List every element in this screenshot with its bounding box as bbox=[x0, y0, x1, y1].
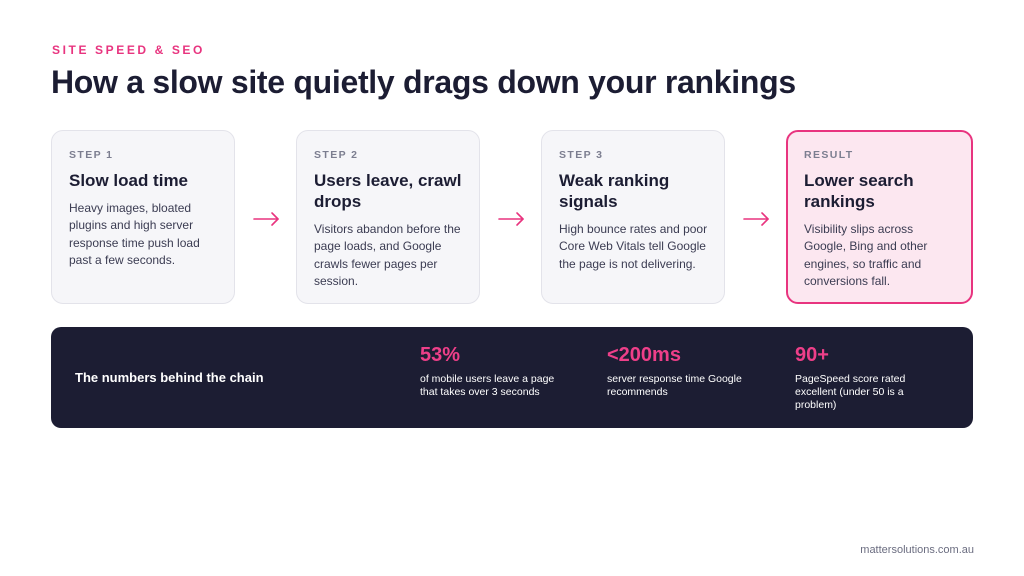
stat-description: of mobile users leave a page that takes … bbox=[420, 373, 555, 398]
stat-item: 90+ PageSpeed score rated excellent (und… bbox=[795, 343, 925, 412]
eyebrow-label: SITE SPEED & SEO bbox=[52, 43, 205, 57]
arrow-right-icon bbox=[743, 212, 769, 226]
result-label: RESULT bbox=[804, 149, 854, 161]
step-card-3: STEP 3 Weak ranking signals High bounce … bbox=[541, 130, 725, 304]
step-label: STEP 2 bbox=[314, 149, 359, 161]
arrow-right-icon bbox=[498, 212, 524, 226]
stats-panel: The numbers behind the chain 53% of mobi… bbox=[51, 327, 973, 428]
stats-title: The numbers behind the chain bbox=[75, 370, 264, 385]
arrow-right-icon bbox=[253, 212, 279, 226]
step-heading: Slow load time bbox=[69, 171, 189, 190]
page-title: How a slow site quietly drags down your … bbox=[51, 64, 796, 100]
stat-description: server response time Google recommends bbox=[607, 373, 742, 398]
step-heading: Users leave, crawl drops bbox=[314, 171, 462, 211]
stat-value: 53% bbox=[420, 344, 461, 366]
result-heading: Lower search rankings bbox=[804, 171, 914, 211]
stat-description: PageSpeed score rated excellent (under 5… bbox=[795, 373, 906, 411]
step-heading: Weak ranking signals bbox=[559, 171, 670, 211]
step-label: STEP 3 bbox=[559, 149, 604, 161]
step-description: Visitors abandon before the page loads, … bbox=[314, 222, 461, 289]
stat-value: <200ms bbox=[607, 344, 681, 366]
step-card-2: STEP 2 Users leave, crawl drops Visitors… bbox=[296, 130, 480, 304]
step-description: Heavy images, bloated plugins and high s… bbox=[69, 201, 200, 268]
result-card: RESULT Lower search rankings Visibility … bbox=[786, 130, 973, 304]
stat-item: 53% of mobile users leave a page that ta… bbox=[420, 343, 570, 399]
step-description: High bounce rates and poor Core Web Vita… bbox=[559, 222, 708, 271]
footer-site-label: mattersolutions.com.au bbox=[860, 544, 974, 556]
step-label: STEP 1 bbox=[69, 149, 114, 161]
stat-item: <200ms server response time Google recom… bbox=[607, 343, 757, 399]
result-description: Visibility slips across Google, Bing and… bbox=[804, 222, 928, 289]
step-card-1: STEP 1 Slow load time Heavy images, bloa… bbox=[51, 130, 235, 304]
stat-value: 90+ bbox=[795, 344, 829, 366]
